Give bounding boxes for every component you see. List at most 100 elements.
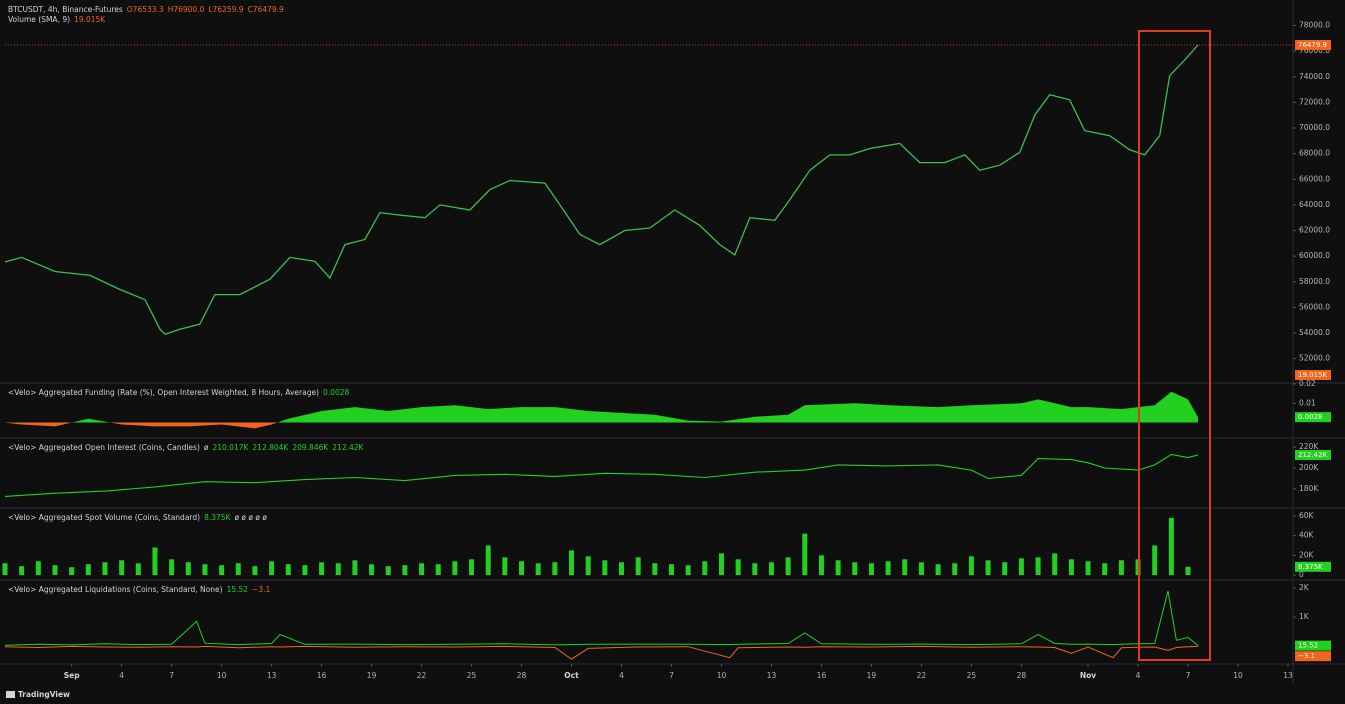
volume-bar [1102,563,1108,576]
y-tick-label: 2K [1299,583,1310,592]
volume-bar [385,566,391,576]
volume-bar [252,566,258,576]
x-tick-label: 4 [1136,671,1141,680]
volume-bar [818,555,824,576]
legend-text: 212.804K [252,443,289,452]
legend-text: H76900.0 [168,5,205,14]
volume-bar [535,563,541,576]
volume-bar [785,557,791,576]
volume-bar [552,562,558,576]
volume-bar [452,561,458,576]
volume-bar [135,563,141,576]
tag-label: 8.375K [1298,563,1323,571]
x-tick-label: 13 [267,671,277,680]
volume-bar [69,567,75,576]
legend-text: <Velo> Aggregated Spot Volume (Coins, St… [8,513,200,522]
legend-text: ø ø ø ø ø [234,513,267,522]
x-tick-label: 25 [967,671,977,680]
volume-bar [2,563,8,576]
volume-bar [219,565,225,576]
volume-bar [369,564,375,576]
pane-legend: <Velo> Aggregated Funding (Rate (%), Ope… [8,388,350,397]
volume-bar [485,545,491,576]
x-tick-label: 4 [119,671,124,680]
pane-legend: Volume (SMA, 9) 19.015K [8,15,106,24]
tag-box [1295,412,1331,423]
legend-text: 0.0028 [323,388,349,397]
legend-text: 212.42K [332,443,364,452]
volume-bar [1152,545,1158,576]
volume-bar [1018,558,1024,576]
volume-bar [1068,559,1074,576]
legend-text: BTCUSDT, 4h, Binance-Futures [8,5,123,14]
tag-label: 19.015K [1298,371,1327,379]
x-tick-label: 28 [517,671,527,680]
volume-bar [768,562,774,576]
volume-bar [1168,517,1174,576]
value-tag: −3.1 [1295,651,1331,662]
volume-bar [519,561,525,576]
logo-icon [6,691,15,698]
volume-bar [619,562,625,576]
y-tick-label: 40K [1299,531,1315,540]
y-tick-label: 200K [1299,463,1319,472]
y-tick-label: 180K [1299,484,1319,493]
volume-bar [569,550,575,576]
volume-bar [152,547,158,576]
y-tick-label: 220K [1299,442,1319,451]
volume-bar [1085,561,1091,576]
legend-text: <Velo> Aggregated Funding (Rate (%), Ope… [8,388,319,397]
x-tick-label: 25 [467,671,477,680]
legend-text: C76479.9 [248,5,284,14]
volume-bar [469,559,475,576]
x-tick-label: Sep [64,671,80,680]
volume-bar [868,563,874,576]
volume-bar [435,564,441,576]
volume-bar [902,559,908,576]
y-tick-label: 76000.0 [1299,46,1330,55]
volume-bar [735,559,741,576]
oi-line [4,453,1199,497]
pane-legend: BTCUSDT, 4h, Binance-Futures O76533.3 H769… [8,5,284,14]
volume-bar [1035,557,1041,576]
y-tick-label: 74000.0 [1299,72,1330,81]
y-tick-label: 20K [1299,550,1315,559]
legend-text: 209.846K [292,443,329,452]
tag-box [1295,561,1331,572]
legend-text: <Velo> Aggregated Liquidations (Coins, S… [8,585,223,594]
x-tick-label: 13 [1283,671,1293,680]
x-tick-label: 7 [169,671,174,680]
y-tick-label: 58000.0 [1299,277,1330,286]
y-tick-label: 66000.0 [1299,174,1330,183]
y-tick-label: 70000.0 [1299,123,1330,132]
volume-bar [685,565,691,576]
volume-bar [1052,553,1058,576]
x-tick-label: 10 [217,671,227,680]
x-tick-label: 10 [717,671,727,680]
x-tick-label: 7 [1186,671,1191,680]
legend-text: <Velo> Aggregated Open Interest (Coins, … [8,443,200,452]
y-tick-label: 52000.0 [1299,354,1330,363]
volume-bar [102,562,108,576]
y-tick-label: 68000.0 [1299,149,1330,158]
volume-bar [585,556,591,576]
volume-bar [335,563,341,576]
volume-bar [835,560,841,576]
volume-bar [852,562,858,576]
x-tick-label: Oct [564,671,579,680]
legend-text: 210.017K [212,443,249,452]
tag-label: 212.42K [1298,451,1327,459]
volume-bar [968,556,974,576]
liquidation-line [4,590,1199,646]
y-tick-label: 72000.0 [1299,97,1330,106]
volume-bar [935,564,941,576]
volume-bar [718,553,724,576]
volume-bar [1118,560,1124,576]
tag-box [1295,651,1331,662]
x-tick-label: 22 [917,671,927,680]
volume-bar [419,563,425,576]
volume-bar [119,560,125,576]
y-tick-label: 0 [1299,570,1304,579]
